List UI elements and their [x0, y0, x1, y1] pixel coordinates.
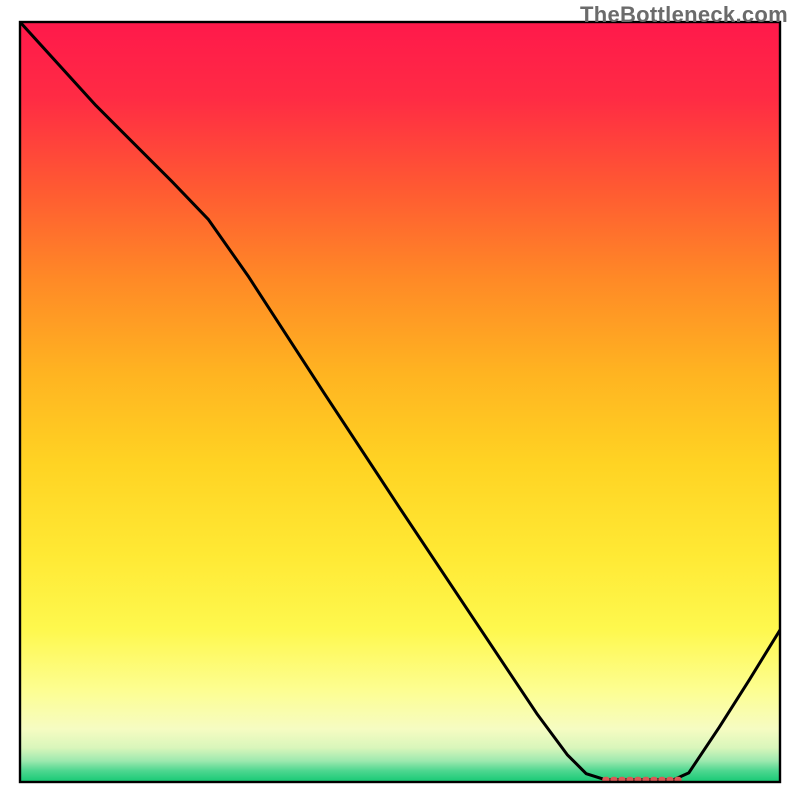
watermark-text: TheBottleneck.com	[580, 2, 788, 28]
chart-container: TheBottleneck.com	[0, 0, 800, 800]
gradient-background	[20, 22, 780, 782]
bottleneck-chart	[0, 0, 800, 800]
